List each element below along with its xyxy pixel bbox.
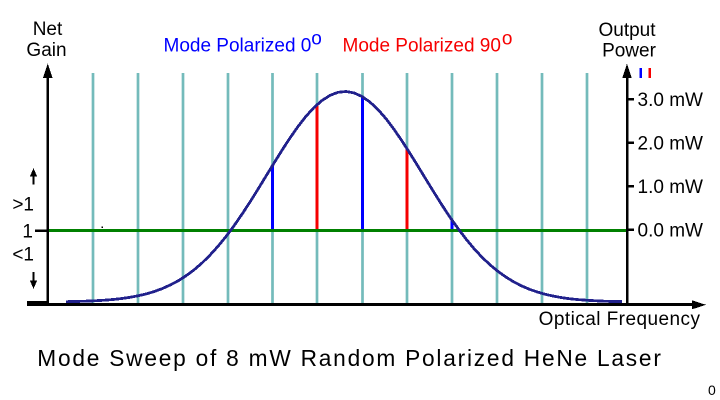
svg-text:Output: Output [598, 20, 656, 41]
svg-text:Optical Frequency: Optical Frequency [539, 309, 701, 330]
svg-text:Power: Power [602, 41, 657, 62]
svg-text:3.0 mW: 3.0 mW [638, 90, 704, 111]
svg-text:Net: Net [33, 19, 63, 40]
svg-text:o: o [311, 28, 322, 49]
svg-text:<1: <1 [12, 244, 34, 265]
svg-text:0: 0 [708, 382, 716, 398]
svg-text:>1: >1 [12, 195, 34, 216]
svg-text:Mode Polarized 0: Mode Polarized 0 [164, 36, 312, 57]
svg-text:1: 1 [22, 222, 33, 243]
svg-text:1.0 mW: 1.0 mW [638, 177, 704, 198]
svg-text:Mode Sweep of 8 mW Random Pola: Mode Sweep of 8 mW Random Polarized HeNe… [37, 345, 662, 371]
svg-text:2.0 mW: 2.0 mW [638, 134, 704, 155]
svg-text:0.0 mW: 0.0 mW [638, 221, 704, 242]
svg-text:o: o [502, 28, 513, 49]
svg-text:Gain: Gain [26, 40, 66, 61]
svg-text:Mode Polarized 90: Mode Polarized 90 [343, 36, 501, 57]
